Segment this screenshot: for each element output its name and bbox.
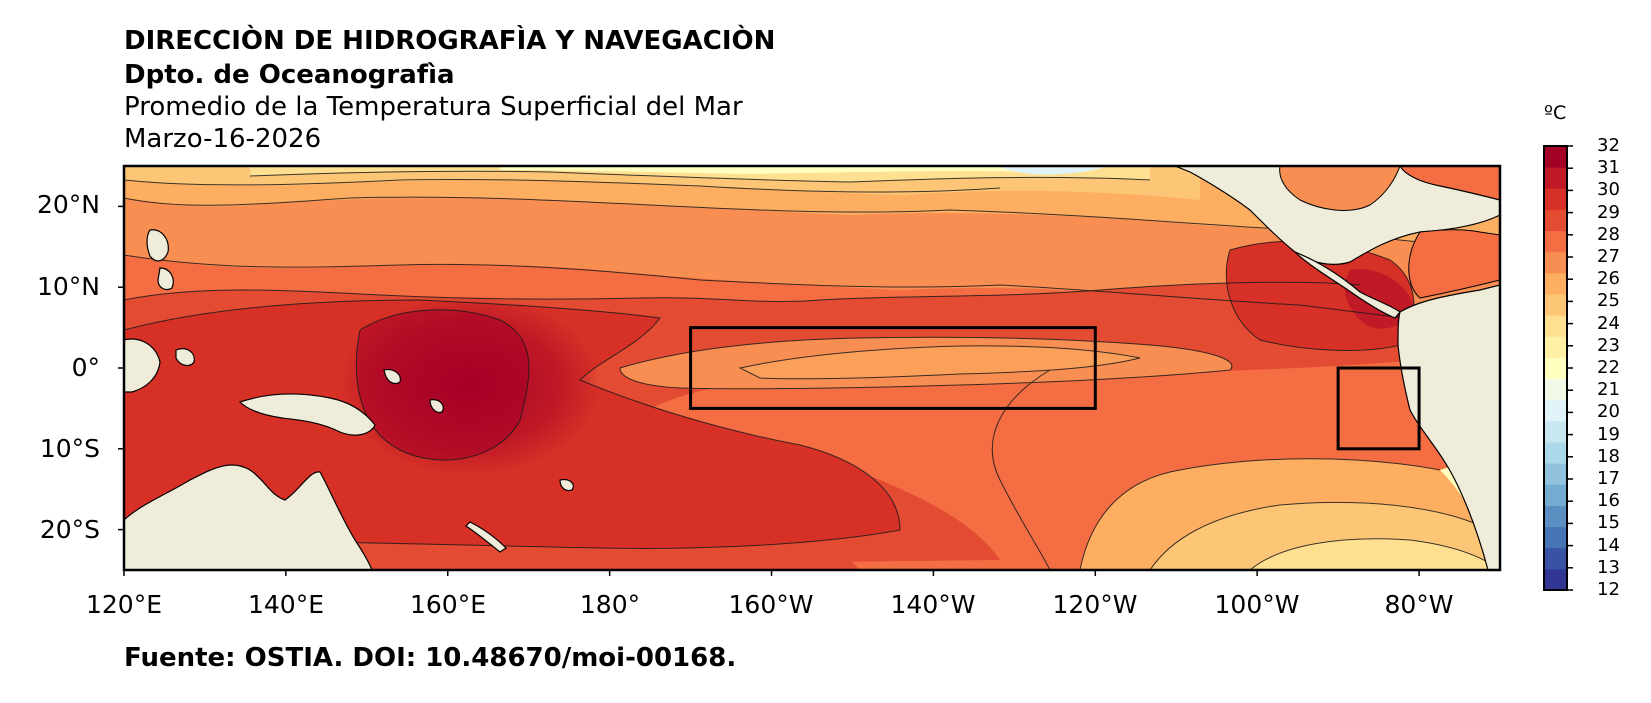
lat-label-10n: 10°N: [36, 272, 100, 301]
lat-label-0: 0°: [71, 353, 100, 382]
colorbar-swatch: [1544, 167, 1567, 189]
isotherms: [124, 170, 1500, 570]
colorbar-swatch: [1544, 209, 1567, 232]
colorbar-tick-label: 21: [1597, 379, 1620, 401]
colorbar-swatch: [1544, 251, 1567, 274]
colorbar-tick-label: 22: [1597, 357, 1620, 378]
title-line-1: DIRECCIÒN DE HIDROGRAFÌA Y NAVEGACIÒN: [124, 26, 776, 56]
axis-ticks: [118, 205, 1420, 576]
nino-box-1: [689, 326, 1097, 410]
colorbar-swatch: [1544, 188, 1567, 210]
colorbar-tick-label: 30: [1597, 179, 1620, 201]
colorbar-tick-label: 12: [1597, 579, 1620, 600]
lon-label-120w: 120°W: [1052, 590, 1138, 619]
lon-label-160w: 160°W: [728, 590, 814, 619]
colorbar-tick-label: 24: [1597, 312, 1620, 334]
colorbar-swatch: [1544, 547, 1567, 570]
lon-label-160e: 160°E: [409, 590, 487, 619]
colorbar-swatch: [1544, 357, 1567, 380]
colorbar-tick-label: 28: [1597, 223, 1620, 245]
colorbar-swatch: [1544, 442, 1567, 464]
colorbar-tick-label: 23: [1597, 334, 1620, 356]
colorbar-tick-label: 13: [1597, 556, 1620, 578]
colorbar-tick-label: 32: [1597, 135, 1620, 156]
colorbar-tick-label: 14: [1597, 534, 1620, 556]
colorbar-swatch: [1544, 420, 1567, 443]
colorbar-swatch: [1544, 272, 1567, 295]
title-line-4: Marzo-16-2026: [124, 124, 322, 154]
colorbar: [1543, 145, 1573, 591]
lon-label-100w: 100°W: [1214, 590, 1300, 619]
source-note: Fuente: OSTIA. DOI: 10.48670/moi-00168.: [124, 643, 737, 673]
colorbar-swatch: [1544, 399, 1567, 422]
colorbar-tick-label: 26: [1597, 268, 1620, 290]
colorbar-tick-label: 19: [1597, 423, 1620, 445]
colorbar-tick-label: 18: [1597, 445, 1620, 467]
colorbar-swatch: [1544, 315, 1567, 337]
lat-label-20s: 20°S: [39, 515, 100, 544]
colorbar-swatch: [1544, 146, 1567, 168]
lon-label-180: 180°: [579, 590, 641, 619]
colorbar-swatch: [1544, 378, 1567, 401]
colorbar-tick-label: 16: [1597, 490, 1620, 512]
colorbar-swatch: [1544, 230, 1567, 253]
title-line-2: Dpto. de Oceanografìa: [124, 60, 455, 90]
colorbar-tick-label: 15: [1597, 512, 1620, 534]
colorbar-swatch: [1544, 526, 1567, 549]
landmasses: [124, 166, 1500, 570]
colorbar-swatch: [1544, 505, 1567, 528]
nino-regions: [689, 326, 1421, 451]
lon-label-120e: 120°E: [85, 590, 163, 619]
colorbar-swatch: [1544, 336, 1567, 358]
nino-box-2: [1336, 366, 1421, 451]
lon-label-140w: 140°W: [890, 590, 976, 619]
sst-field: [124, 166, 1500, 570]
lon-label-140e: 140°E: [247, 590, 325, 619]
colorbar-tick-label: 29: [1597, 201, 1620, 223]
lon-label-80w: 80°W: [1384, 590, 1454, 619]
colorbar-swatch: [1544, 484, 1567, 506]
colorbar-swatch: [1544, 463, 1567, 485]
colorbar-tick-label: 17: [1597, 468, 1620, 489]
colorbar-tick-label: 25: [1597, 290, 1620, 312]
colorbar-swatch: [1544, 568, 1567, 591]
colorbar-swatch: [1544, 294, 1567, 316]
lat-label-10s: 10°S: [39, 434, 100, 463]
lat-label-20n: 20°N: [36, 190, 100, 219]
colorbar-unit: ºC: [1544, 102, 1567, 124]
colorbar-tick-label: 20: [1597, 401, 1620, 423]
colorbar-tick-label: 31: [1597, 157, 1620, 179]
title-line-3: Promedio de la Temperatura Superficial d…: [124, 92, 743, 122]
colorbar-tick-label: 27: [1597, 246, 1620, 267]
